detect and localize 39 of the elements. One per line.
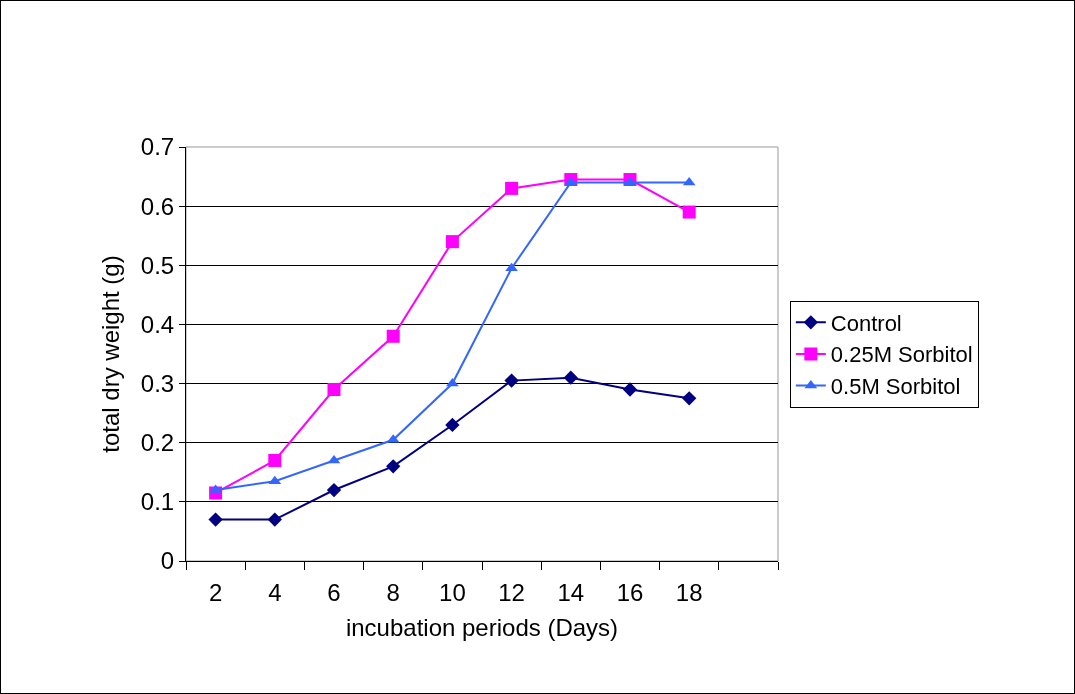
x-tick-label: 6 [327,578,341,606]
point [208,512,223,527]
point [386,459,401,474]
x-tick-label: 2 [208,578,223,606]
y-tick-label: 0.2 [140,429,175,457]
point [682,391,697,406]
x-tick-label: 16 [616,578,644,606]
y-tick-label: 0.1 [140,488,175,516]
y-tick-label: 0 [160,547,175,575]
point [386,329,400,343]
y-tick-label: 0.4 [140,310,175,338]
x-tick-label: 18 [675,578,703,606]
y-axis-title: total dry weight (g) [96,255,124,453]
y-tick-label: 0.6 [140,192,175,220]
point [682,176,696,186]
x-tick-label: 14 [557,578,585,606]
point [445,417,460,433]
legend-label: Control [830,310,902,336]
point [327,454,341,464]
x-axis-title: incubation periods (Days) [345,614,619,642]
y-tick-label: 0.3 [140,369,175,397]
point [504,373,519,388]
point [268,453,282,467]
x-tick-label: 12 [498,578,525,606]
point [682,205,696,219]
point [445,235,459,249]
x-tick-label: 4 [268,578,282,606]
point [563,370,578,385]
point [327,382,341,396]
point [505,181,519,195]
x-tick-label: 8 [386,578,400,606]
legend-label: 0.25M Sorbitol [830,342,973,368]
point [267,512,282,527]
y-tick-label: 0.5 [140,251,175,279]
point [326,482,342,498]
y-tick-label: 0.7 [140,133,175,161]
legend-label: 0.5M Sorbitol [830,374,961,400]
point [622,382,638,397]
x-tick-label: 10 [439,578,466,606]
